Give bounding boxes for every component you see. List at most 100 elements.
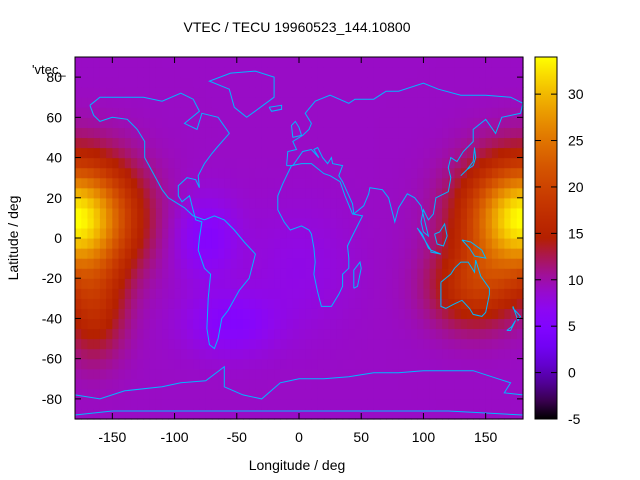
heatmap-cell bbox=[230, 177, 238, 189]
heatmap-cell bbox=[75, 368, 82, 380]
heatmap-cell bbox=[510, 248, 518, 259]
heatmap-cell bbox=[224, 107, 232, 118]
heatmap-cell bbox=[367, 107, 375, 118]
heatmap-cell bbox=[211, 177, 219, 189]
heatmap-cell bbox=[267, 87, 275, 98]
heatmap-cell bbox=[442, 177, 449, 189]
heatmap-cell bbox=[336, 117, 344, 128]
heatmap-cell bbox=[286, 298, 294, 309]
heatmap-cell bbox=[330, 238, 337, 249]
heatmap-cell bbox=[442, 318, 449, 330]
heatmap-cell bbox=[168, 288, 176, 299]
heatmap-cell bbox=[199, 187, 207, 199]
heatmap-cell bbox=[348, 217, 356, 229]
heatmap-cell bbox=[392, 137, 400, 149]
heatmap-cell bbox=[131, 207, 138, 219]
heatmap-cell bbox=[348, 398, 356, 410]
heatmap-cell bbox=[106, 57, 113, 68]
heatmap-cell bbox=[286, 348, 294, 360]
heatmap-cell bbox=[180, 258, 188, 269]
heatmap-cell bbox=[255, 167, 263, 179]
heatmap-cell bbox=[348, 227, 356, 239]
heatmap-cell bbox=[317, 308, 325, 320]
heatmap-cell bbox=[299, 77, 306, 88]
heatmap-cell bbox=[87, 77, 95, 88]
heatmap-cell bbox=[435, 328, 443, 340]
heatmap-cell bbox=[442, 147, 449, 159]
heatmap-cell bbox=[373, 338, 381, 350]
heatmap-cell bbox=[442, 207, 449, 219]
heatmap-cell bbox=[243, 348, 250, 360]
heatmap-cell bbox=[174, 77, 182, 88]
heatmap-cell bbox=[367, 97, 375, 108]
heatmap-cell bbox=[199, 248, 207, 259]
coastline bbox=[268, 104, 283, 112]
heatmap-cell bbox=[99, 348, 107, 360]
heatmap-cell bbox=[479, 217, 487, 229]
heatmap-cell bbox=[261, 117, 269, 128]
heatmap-cell bbox=[261, 268, 269, 279]
heatmap-cell bbox=[106, 368, 113, 380]
heatmap-cell bbox=[230, 238, 238, 249]
heatmap-cell bbox=[143, 127, 151, 139]
heatmap-cell bbox=[124, 288, 132, 299]
heatmap-cell bbox=[236, 97, 244, 108]
heatmap-cell bbox=[280, 348, 288, 360]
heatmap-cell bbox=[267, 177, 275, 189]
heatmap-cell bbox=[261, 358, 269, 370]
heatmap-cell bbox=[137, 207, 145, 219]
heatmap-cell bbox=[267, 318, 275, 330]
heatmap-cell bbox=[404, 338, 412, 350]
heatmap-cell bbox=[454, 217, 462, 229]
heatmap-cell bbox=[454, 278, 462, 289]
heatmap-cell bbox=[336, 378, 344, 390]
heatmap-cell bbox=[81, 278, 89, 289]
heatmap-cell bbox=[491, 318, 499, 330]
heatmap-cell bbox=[274, 298, 281, 309]
heatmap-cell bbox=[162, 268, 169, 279]
heatmap-cell bbox=[131, 348, 138, 360]
heatmap-cell bbox=[155, 358, 163, 370]
heatmap-cell bbox=[491, 248, 499, 259]
heatmap-cell bbox=[168, 258, 176, 269]
heatmap-cell bbox=[193, 177, 201, 189]
heatmap-cell bbox=[224, 328, 232, 340]
heatmap-cell bbox=[174, 217, 182, 229]
heatmap-cell bbox=[485, 87, 493, 98]
heatmap-cell bbox=[137, 227, 145, 239]
heatmap-cell bbox=[81, 107, 89, 118]
heatmap-cell bbox=[205, 258, 213, 269]
heatmap-cell bbox=[348, 238, 356, 249]
heatmap-cell bbox=[398, 268, 406, 279]
heatmap-cell bbox=[106, 268, 113, 279]
heatmap-cell bbox=[143, 137, 151, 149]
heatmap-cell bbox=[286, 217, 294, 229]
heatmap-cell bbox=[454, 87, 462, 98]
heatmap-cell bbox=[187, 197, 194, 209]
heatmap-cell bbox=[417, 308, 425, 320]
heatmap-cell bbox=[149, 77, 157, 88]
heatmap-cell bbox=[516, 348, 524, 360]
heatmap-cell bbox=[230, 57, 238, 68]
heatmap-cell bbox=[261, 127, 269, 139]
heatmap-cell bbox=[516, 358, 524, 370]
heatmap-cell bbox=[467, 177, 474, 189]
heatmap-cell bbox=[417, 107, 425, 118]
heatmap-cell bbox=[392, 328, 400, 340]
heatmap-cell bbox=[267, 358, 275, 370]
heatmap-cell bbox=[75, 288, 82, 299]
heatmap-cell bbox=[299, 67, 306, 78]
heatmap-cell bbox=[342, 368, 350, 380]
heatmap-cell bbox=[261, 248, 269, 259]
heatmap-cell bbox=[311, 268, 319, 279]
heatmap-cell bbox=[106, 248, 113, 259]
heatmap-cell bbox=[355, 177, 362, 189]
heatmap-cell bbox=[280, 358, 288, 370]
heatmap-cell bbox=[180, 167, 188, 179]
heatmap-cell bbox=[81, 217, 89, 229]
heatmap-cell bbox=[330, 197, 337, 209]
heatmap-cell bbox=[255, 288, 263, 299]
heatmap-cell bbox=[311, 278, 319, 289]
x-tick-label: -150 bbox=[98, 429, 126, 445]
heatmap-cell bbox=[504, 107, 512, 118]
